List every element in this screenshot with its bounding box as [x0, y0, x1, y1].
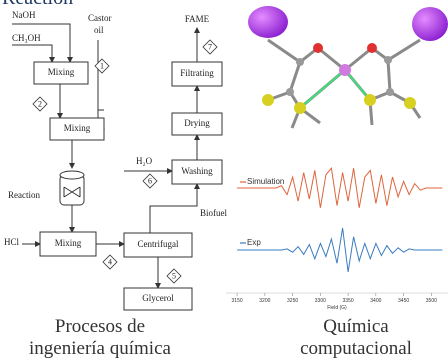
arrow	[98, 40, 104, 110]
unit-label: Mixing	[64, 123, 91, 133]
x-tick-label: 3350	[343, 298, 354, 304]
x-tick-label: 3250	[287, 298, 298, 304]
legend-label: Simulation	[247, 177, 284, 186]
stream-label: Biofuel	[200, 208, 227, 218]
caption: Procesos de	[55, 316, 145, 337]
x-tick-label: 3150	[232, 298, 243, 304]
legend-label: Exp	[247, 238, 261, 247]
input-label: HCl	[4, 237, 20, 247]
stream-label: FAME	[185, 14, 210, 24]
unit-label: Washing	[181, 166, 213, 176]
x-axis-label: Field (G)	[327, 305, 347, 311]
caption: Química	[323, 316, 389, 337]
input-label: CH₃OH	[12, 33, 41, 43]
step-number: 5	[172, 271, 176, 280]
molecule	[248, 6, 448, 128]
x-tick-label: 3400	[370, 298, 381, 304]
x-tick-label: 3200	[259, 298, 270, 304]
reactor	[60, 171, 84, 179]
flow-diagram: NaOH CH₃OH Castor oil Mixing Mixing Reac…	[4, 10, 227, 310]
x-tick-label: 3450	[398, 298, 409, 304]
x-tick-label: 3300	[315, 298, 326, 304]
unit-label: Mixing	[48, 67, 75, 77]
heading: Reaction	[2, 0, 73, 9]
arrow	[12, 45, 52, 62]
input-label: Castor	[88, 13, 112, 23]
step-number: 7	[208, 42, 212, 51]
series-line	[237, 228, 442, 272]
input-label: NaOH	[12, 10, 36, 20]
caption: computacional	[300, 338, 412, 359]
step-number: 4	[108, 257, 112, 266]
unit-label: Mixing	[55, 238, 82, 248]
step-number: 6	[148, 176, 152, 185]
step-number: 1	[100, 61, 104, 70]
arrow	[150, 184, 197, 233]
unit-label: Reaction	[8, 190, 40, 200]
step-number: 2	[38, 99, 42, 108]
input-label: H₂O	[136, 156, 153, 166]
unit-label: Drying	[184, 118, 210, 128]
page: Reaction NaOH CH₃OH Castor oil Mixing Mi…	[0, 0, 448, 361]
series-line	[237, 168, 442, 208]
spectrum-chart: Field (G) 3150 3200 3250 3300 3350 3400 3450 35…	[226, 168, 448, 311]
input-label: oil	[94, 25, 104, 35]
caption: ingeniería química	[29, 338, 171, 359]
unit-label: Glycerol	[142, 293, 174, 303]
unit-label: Centrifugal	[138, 239, 179, 249]
x-tick-label: 3500	[426, 298, 437, 304]
unit-label: Filtrating	[180, 68, 214, 78]
